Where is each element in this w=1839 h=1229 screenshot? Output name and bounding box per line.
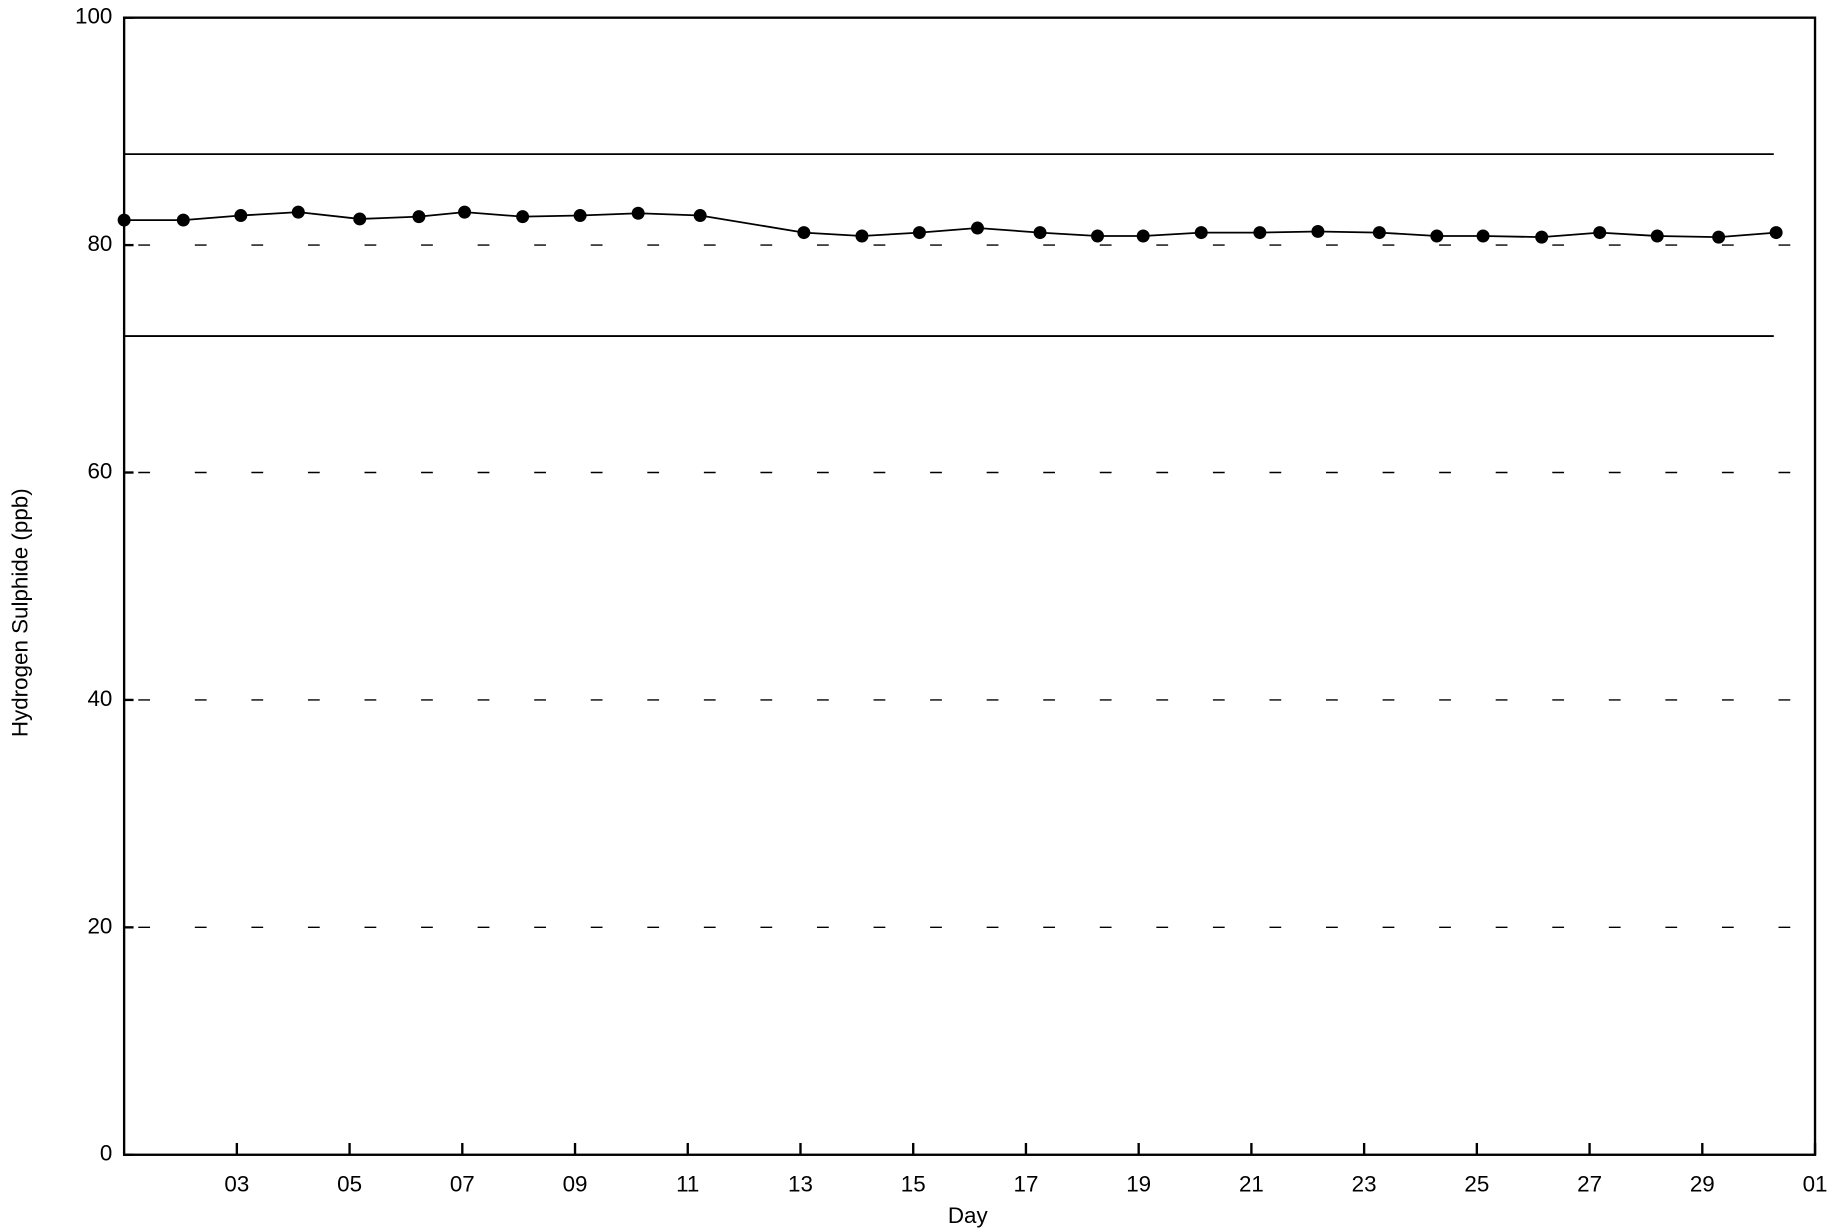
data-point <box>234 209 248 223</box>
x-tick-label: 29 <box>1690 1171 1715 1196</box>
x-tick-label: 15 <box>901 1171 926 1196</box>
data-point <box>1091 229 1105 243</box>
x-tick-label: 25 <box>1464 1171 1489 1196</box>
x-tick-label: 11 <box>676 1171 699 1196</box>
data-point <box>1372 226 1386 240</box>
data-point <box>970 221 984 235</box>
data-point <box>1712 230 1726 244</box>
y-tick-label: 60 <box>87 458 112 483</box>
data-point <box>1253 226 1267 240</box>
x-tick-label: 01 <box>1803 1171 1828 1196</box>
data-point <box>353 212 367 226</box>
y-tick-label: 20 <box>87 913 112 938</box>
x-tick-label: 05 <box>337 1171 362 1196</box>
data-point <box>176 213 190 227</box>
data-point <box>117 213 131 227</box>
x-tick-label: 09 <box>563 1171 588 1196</box>
x-tick-label: 07 <box>450 1171 475 1196</box>
plot-frame <box>122 16 1817 1156</box>
x-tick-label: 13 <box>788 1171 813 1196</box>
data-point <box>573 209 587 223</box>
data-point <box>1311 224 1325 238</box>
x-tick-label: 21 <box>1239 1171 1264 1196</box>
data-point <box>855 229 869 243</box>
data-point <box>1033 226 1047 240</box>
data-point <box>797 226 811 240</box>
data-point <box>1136 229 1150 243</box>
data-point <box>693 209 707 223</box>
y-tick-label: 0 <box>100 1141 112 1166</box>
data-point <box>1593 226 1607 240</box>
y-tick-label: 100 <box>75 4 112 29</box>
data-line <box>124 211 1777 239</box>
data-point <box>912 226 926 240</box>
x-tick-label: 19 <box>1126 1171 1151 1196</box>
data-point <box>1430 229 1444 243</box>
data-point <box>1535 230 1549 244</box>
data-point <box>516 210 530 224</box>
x-axis-label: Day <box>948 1203 989 1228</box>
data-point <box>458 205 472 219</box>
x-tick-label: 17 <box>1013 1171 1038 1196</box>
data-point <box>1650 229 1664 243</box>
data-point <box>412 210 426 224</box>
x-tick-label: 23 <box>1352 1171 1377 1196</box>
y-axis-label: Hydrogen Sulphide (ppb) <box>8 488 33 737</box>
data-point <box>1476 229 1490 243</box>
y-tick-label: 80 <box>87 231 112 256</box>
data-point <box>1769 226 1783 240</box>
x-tick-label: 27 <box>1577 1171 1602 1196</box>
x-tick-label: 03 <box>224 1171 249 1196</box>
y-tick-label: 40 <box>87 686 112 711</box>
data-point <box>291 205 305 219</box>
data-point <box>1194 226 1208 240</box>
data-point <box>631 206 645 220</box>
